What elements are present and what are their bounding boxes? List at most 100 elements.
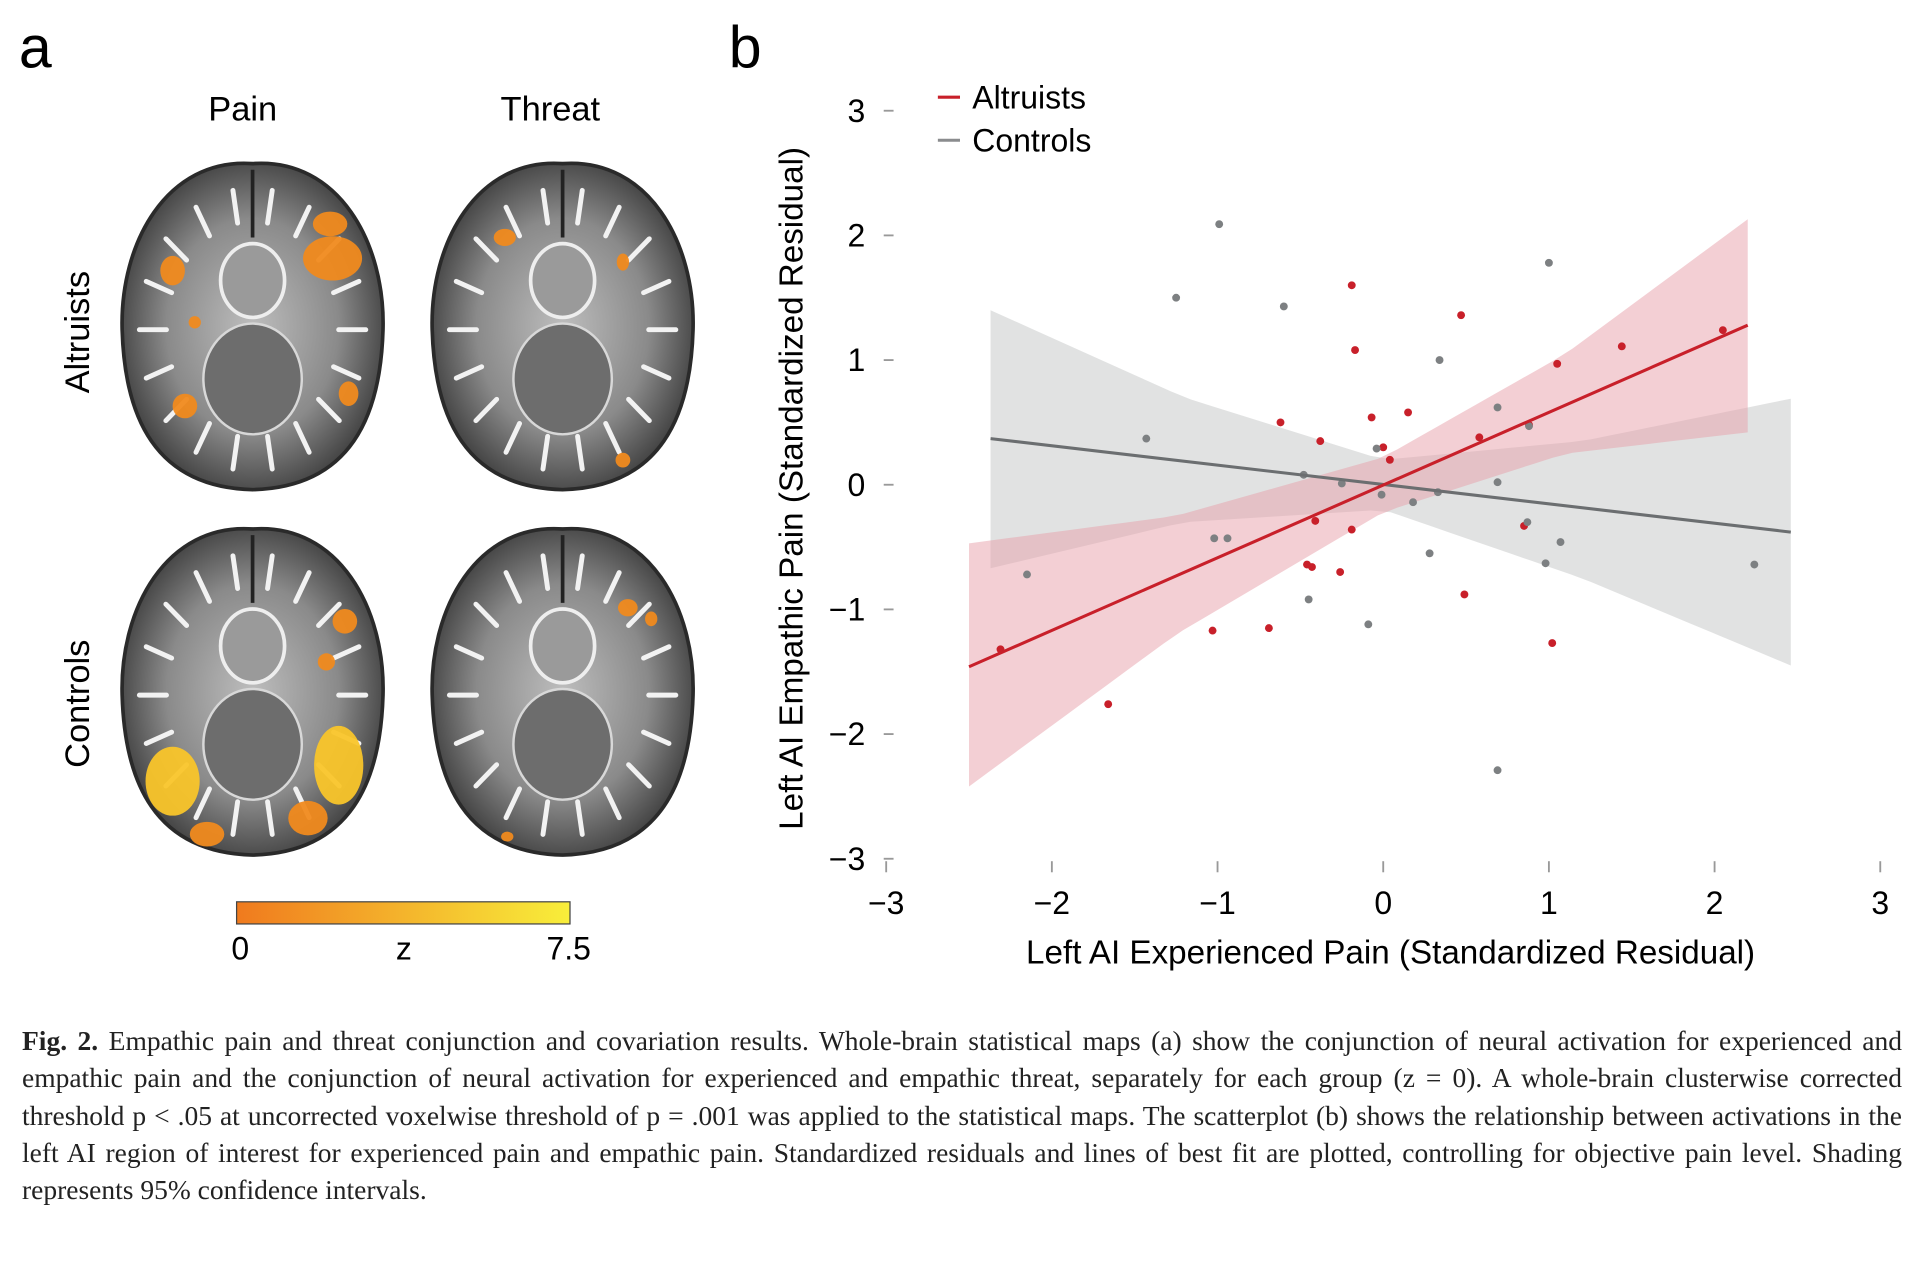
- data-point-altruists: [1404, 408, 1413, 417]
- data-point-altruists: [1367, 413, 1376, 422]
- legend-label-altruists: Altruists: [972, 79, 1086, 115]
- data-point-controls: [1142, 434, 1151, 443]
- data-point-altruists: [1104, 700, 1113, 709]
- activation-cluster: [189, 821, 225, 847]
- data-point-altruists: [1718, 326, 1727, 335]
- x-tick-label: −3: [868, 885, 904, 921]
- data-point-altruists: [1351, 346, 1359, 355]
- data-point-controls: [1425, 549, 1434, 558]
- data-point-controls: [1215, 220, 1224, 229]
- data-point-controls: [1304, 595, 1313, 604]
- y-tick-label: −3: [829, 841, 865, 877]
- y-tick-label: 2: [847, 217, 865, 253]
- data-point-altruists: [1316, 437, 1325, 446]
- data-point-altruists: [1308, 563, 1316, 571]
- data-point-controls: [1372, 444, 1381, 453]
- caption-label: Fig. 2.: [22, 1025, 99, 1056]
- data-point-altruists: [1311, 516, 1320, 525]
- data-point-controls: [1364, 620, 1373, 629]
- activation-cluster: [493, 228, 516, 247]
- activation-cluster: [160, 255, 185, 286]
- data-point-controls: [1493, 478, 1502, 487]
- activation-cluster: [501, 831, 514, 842]
- y-tick-label: 0: [847, 467, 865, 503]
- column-header-pain: Pain: [208, 91, 277, 129]
- data-point-controls: [1023, 570, 1031, 579]
- data-point-altruists: [1457, 311, 1466, 320]
- data-point-controls: [1337, 479, 1346, 488]
- data-point-altruists: [1208, 626, 1217, 635]
- data-point-altruists: [1385, 455, 1394, 464]
- data-point-altruists: [1379, 443, 1388, 452]
- activation-cluster: [317, 653, 336, 671]
- colorbar: [235, 901, 571, 925]
- activation-cluster: [616, 253, 630, 271]
- activation-cluster: [145, 746, 200, 816]
- data-point-controls: [1172, 293, 1181, 302]
- data-point-altruists: [1460, 590, 1469, 599]
- colorbar-mid-label: z: [396, 931, 412, 967]
- x-tick-label: 3: [1871, 885, 1889, 921]
- caption-text: Empathic pain and threat conjunction and…: [22, 1025, 1902, 1206]
- brain-map-controls-pain: [120, 527, 385, 857]
- row-header-controls: Controls: [59, 640, 97, 768]
- panel-a-label: a: [19, 15, 52, 81]
- data-point-altruists: [1553, 359, 1562, 368]
- y-axis: 3 2 1 0 −1 −2 −3: [829, 93, 894, 877]
- data-point-controls: [1544, 258, 1553, 267]
- series-controls: [1023, 220, 1759, 775]
- data-point-controls: [1223, 534, 1232, 543]
- column-header-threat: Threat: [501, 91, 601, 129]
- brain-map-altruists-threat: [430, 161, 695, 492]
- data-point-controls: [1525, 422, 1533, 431]
- panel-b-label: b: [729, 15, 762, 81]
- x-tick-label: 0: [1374, 885, 1392, 921]
- data-point-controls: [1750, 560, 1759, 569]
- data-point-altruists: [1336, 568, 1345, 576]
- row-header-altruists: Altruists: [59, 271, 97, 393]
- y-tick-label: 1: [847, 342, 865, 378]
- data-point-altruists: [1347, 281, 1356, 290]
- data-point-controls: [1279, 302, 1288, 311]
- figure-caption: Fig. 2. Empathic pain and threat conjunc…: [22, 1022, 1902, 1208]
- y-tick-label: 3: [847, 93, 865, 129]
- activation-cluster: [617, 599, 638, 617]
- y-tick-label: −1: [829, 591, 865, 627]
- data-point-altruists: [1347, 525, 1356, 534]
- y-axis-label: Left AI Empathic Pain (Standardized Resi…: [774, 147, 811, 830]
- legend: Altruists Controls: [937, 79, 1091, 158]
- activation-cluster: [288, 800, 328, 836]
- x-tick-label: 1: [1540, 885, 1558, 921]
- fit-line-controls: [990, 437, 1791, 534]
- brain-map-controls-threat: [430, 527, 695, 857]
- y-tick-label: −2: [829, 716, 865, 752]
- data-point-controls: [1493, 403, 1502, 412]
- ci-band-altruists: [969, 219, 1748, 787]
- colorbar-max-label: 7.5: [547, 931, 591, 967]
- x-axis: −3 −2 −1 0 1 2 3: [868, 861, 1889, 921]
- activation-cluster: [188, 316, 201, 329]
- activation-cluster: [645, 611, 658, 627]
- figure: a Pain Threat Altruists Controls 0 z 7.5…: [19, 15, 1889, 972]
- legend-label-controls: Controls: [972, 122, 1091, 158]
- brain-map-altruists-pain: [120, 161, 385, 492]
- data-point-controls: [1377, 490, 1386, 499]
- fit-line-altruists: [968, 323, 1749, 669]
- data-point-controls: [1435, 356, 1444, 365]
- activation-cluster: [338, 381, 359, 406]
- x-tick-label: −2: [1034, 885, 1070, 921]
- data-point-altruists: [1264, 624, 1273, 633]
- activation-cluster: [312, 211, 348, 237]
- activation-cluster: [332, 608, 358, 634]
- data-point-controls: [1523, 518, 1532, 527]
- data-point-altruists: [1475, 433, 1484, 442]
- data-point-controls: [1556, 538, 1565, 547]
- data-point-altruists: [1617, 342, 1626, 351]
- data-point-controls: [1409, 498, 1417, 507]
- activation-cluster: [314, 725, 364, 805]
- colorbar-min-label: 0: [231, 931, 249, 967]
- activation-cluster: [303, 236, 363, 281]
- activation-cluster: [615, 452, 631, 468]
- x-axis-label: Left AI Experienced Pain (Standardized R…: [1026, 934, 1755, 971]
- data-point-controls: [1493, 766, 1502, 775]
